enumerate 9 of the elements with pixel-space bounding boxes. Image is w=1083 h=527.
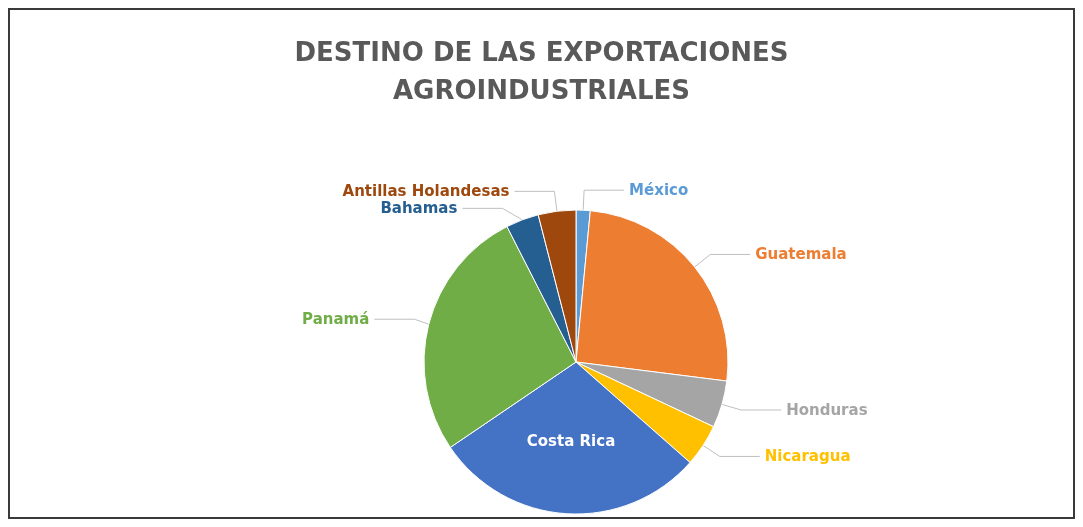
slice-label: Panamá — [302, 310, 370, 329]
slice-label: Bahamas — [380, 199, 458, 218]
chart-title: DESTINO DE LAS EXPORTACIONES AGROINDUSTRIALES — [294, 37, 789, 105]
slice-label: Honduras — [786, 400, 868, 419]
slice-label: Costa Rica — [526, 431, 616, 450]
slice-label: México — [629, 181, 689, 200]
slice-label: Nicaragua — [764, 447, 851, 466]
slice-label: Antillas Holandesas — [342, 182, 510, 201]
slice-label: Guatemala — [755, 245, 847, 264]
